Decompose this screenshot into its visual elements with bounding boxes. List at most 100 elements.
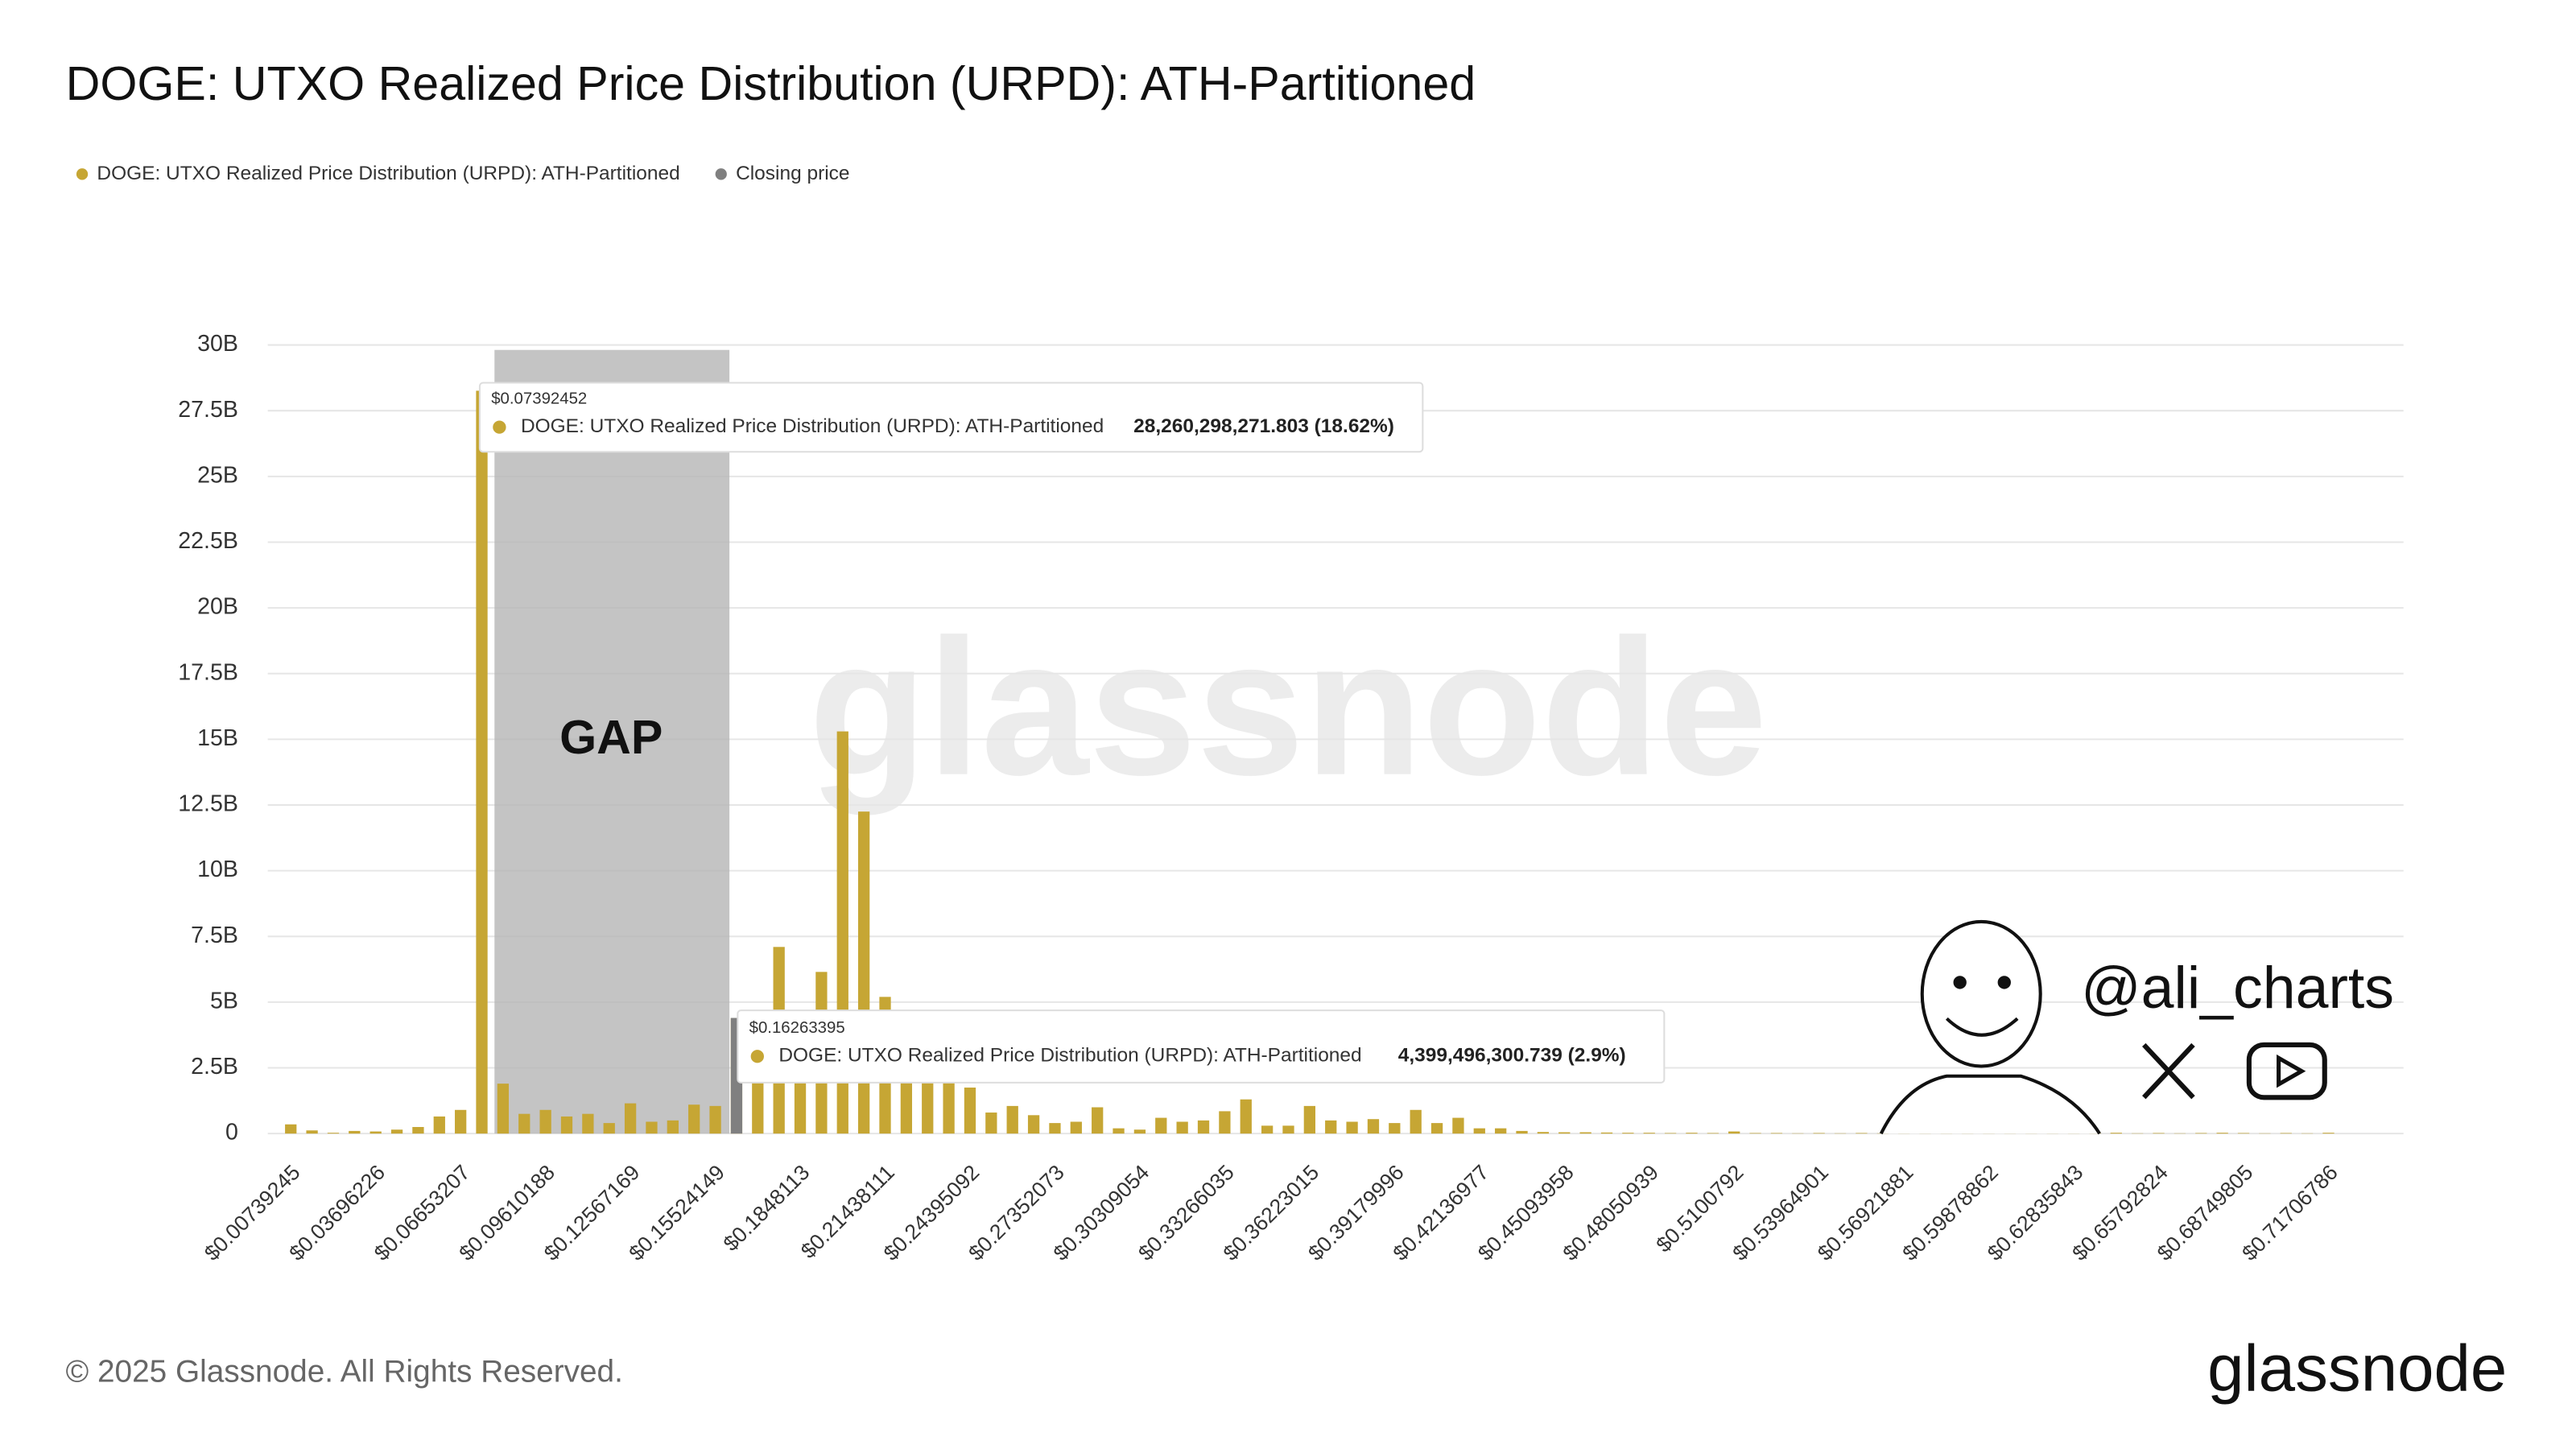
- bar: [560, 1116, 573, 1134]
- author-avatar: [1879, 919, 2101, 1135]
- bar: [1303, 1105, 1315, 1134]
- watermark: glassnode: [809, 600, 1768, 816]
- tooltip-dot: [493, 420, 506, 434]
- bar: [1070, 1121, 1082, 1134]
- y-tick-label: 5B: [210, 988, 238, 1013]
- bar: [1770, 1133, 1783, 1134]
- bar: [2280, 1133, 2292, 1134]
- bar: [1325, 1120, 1337, 1134]
- tooltip: $0.16263395 DOGE: UTXO Realized Price Di…: [737, 1009, 1666, 1084]
- bar: [1389, 1123, 1401, 1134]
- bar: [1856, 1133, 1868, 1134]
- bar: [1430, 1123, 1443, 1134]
- bar: [582, 1113, 594, 1134]
- tooltip-dot: [750, 1050, 764, 1063]
- y-tick-label: 25B: [197, 462, 238, 488]
- y-tick-label: 2.5B: [191, 1054, 238, 1080]
- y-tick-label: 15B: [197, 725, 238, 751]
- y-tick-label: 0: [225, 1120, 238, 1146]
- avatar-eye: [1997, 976, 2011, 989]
- legend: DOGE: UTXO Realized Price Distribution (…: [76, 163, 850, 184]
- bar: [985, 1113, 997, 1134]
- bar: [1558, 1132, 1571, 1134]
- y-tick-label: 7.5B: [191, 923, 238, 948]
- bar: [285, 1124, 297, 1134]
- bar: [603, 1123, 615, 1134]
- tooltip-box: [737, 1009, 1666, 1084]
- bar: [1049, 1123, 1061, 1134]
- bar: [1495, 1128, 1507, 1134]
- tooltip-price: $0.16263395: [749, 1019, 845, 1037]
- bar: [1133, 1129, 1146, 1134]
- bar: [1197, 1120, 1210, 1134]
- logo: glassnode: [2207, 1332, 2507, 1406]
- avatar-eye: [1953, 976, 1967, 989]
- gap-label: GAP: [559, 710, 663, 764]
- bar: [1516, 1130, 1528, 1134]
- bar: [1346, 1121, 1358, 1134]
- y-tick-label: 27.5B: [178, 397, 238, 423]
- bar: [2195, 1133, 2207, 1134]
- bar: [1728, 1131, 1740, 1134]
- bar: [369, 1131, 382, 1134]
- bar: [1261, 1125, 1274, 1134]
- youtube-play: [2277, 1054, 2306, 1088]
- bar: [539, 1109, 551, 1134]
- bar: [1367, 1119, 1380, 1134]
- bar: [306, 1130, 318, 1134]
- bar: [1027, 1115, 1040, 1134]
- bar: [1749, 1133, 1761, 1134]
- bar: [688, 1104, 700, 1134]
- bar: [922, 1067, 934, 1134]
- avatar-body: [1879, 1074, 2101, 1135]
- x-icon[interactable]: [2142, 1042, 2195, 1100]
- tooltip-value: 4,399,496,300.739 (2.9%): [1398, 1045, 1626, 1067]
- chart-title: DOGE: UTXO Realized Price Distribution (…: [66, 56, 1476, 110]
- bar: [1813, 1133, 1825, 1134]
- bar: [497, 1084, 510, 1134]
- youtube-icon[interactable]: [2246, 1042, 2327, 1100]
- tooltip-series: DOGE: UTXO Realized Price Distribution (…: [521, 415, 1104, 437]
- bar: [349, 1130, 361, 1134]
- bar: [390, 1129, 403, 1134]
- tooltip-series: DOGE: UTXO Realized Price Distribution (…: [778, 1045, 1361, 1067]
- bar: [2237, 1133, 2250, 1134]
- author-handle: @ali_charts: [2081, 954, 2394, 1021]
- bar: [1473, 1128, 1485, 1134]
- gap-region: [494, 349, 730, 1134]
- bar: [1006, 1105, 1018, 1134]
- bar: [964, 1088, 976, 1134]
- bar: [943, 1075, 955, 1134]
- bar: [1113, 1128, 1125, 1134]
- bar: [1664, 1133, 1677, 1134]
- bar: [1240, 1099, 1252, 1134]
- avatar-smile: [1945, 1017, 2019, 1037]
- bar: [624, 1103, 637, 1134]
- tooltip-box: [478, 382, 1424, 453]
- bar: [455, 1109, 467, 1134]
- bar: [1155, 1117, 1167, 1134]
- bar: [1092, 1107, 1104, 1134]
- bar: [433, 1116, 445, 1134]
- bar: [646, 1121, 658, 1134]
- y-tick-label: 12.5B: [178, 791, 238, 817]
- bar: [667, 1120, 679, 1134]
- bar: [518, 1113, 530, 1134]
- tooltip-price: $0.07392452: [491, 390, 587, 407]
- bar: [858, 811, 870, 1134]
- bar: [476, 390, 488, 1134]
- bar: [2153, 1133, 2165, 1134]
- y-tick-label: 22.5B: [178, 528, 238, 554]
- bar: [1219, 1111, 1231, 1134]
- bar: [412, 1127, 424, 1134]
- legend-label: Closing price: [736, 163, 849, 184]
- bar: [1579, 1132, 1591, 1134]
- tooltip-value: 28,260,298,271.803 (18.62%): [1133, 415, 1394, 437]
- bar: [1707, 1133, 1719, 1134]
- y-tick-label: 17.5B: [178, 659, 238, 685]
- legend-marker: [715, 168, 727, 180]
- bar: [709, 1105, 721, 1134]
- x-icon-stroke: [2142, 1042, 2195, 1100]
- bar: [1410, 1109, 1422, 1134]
